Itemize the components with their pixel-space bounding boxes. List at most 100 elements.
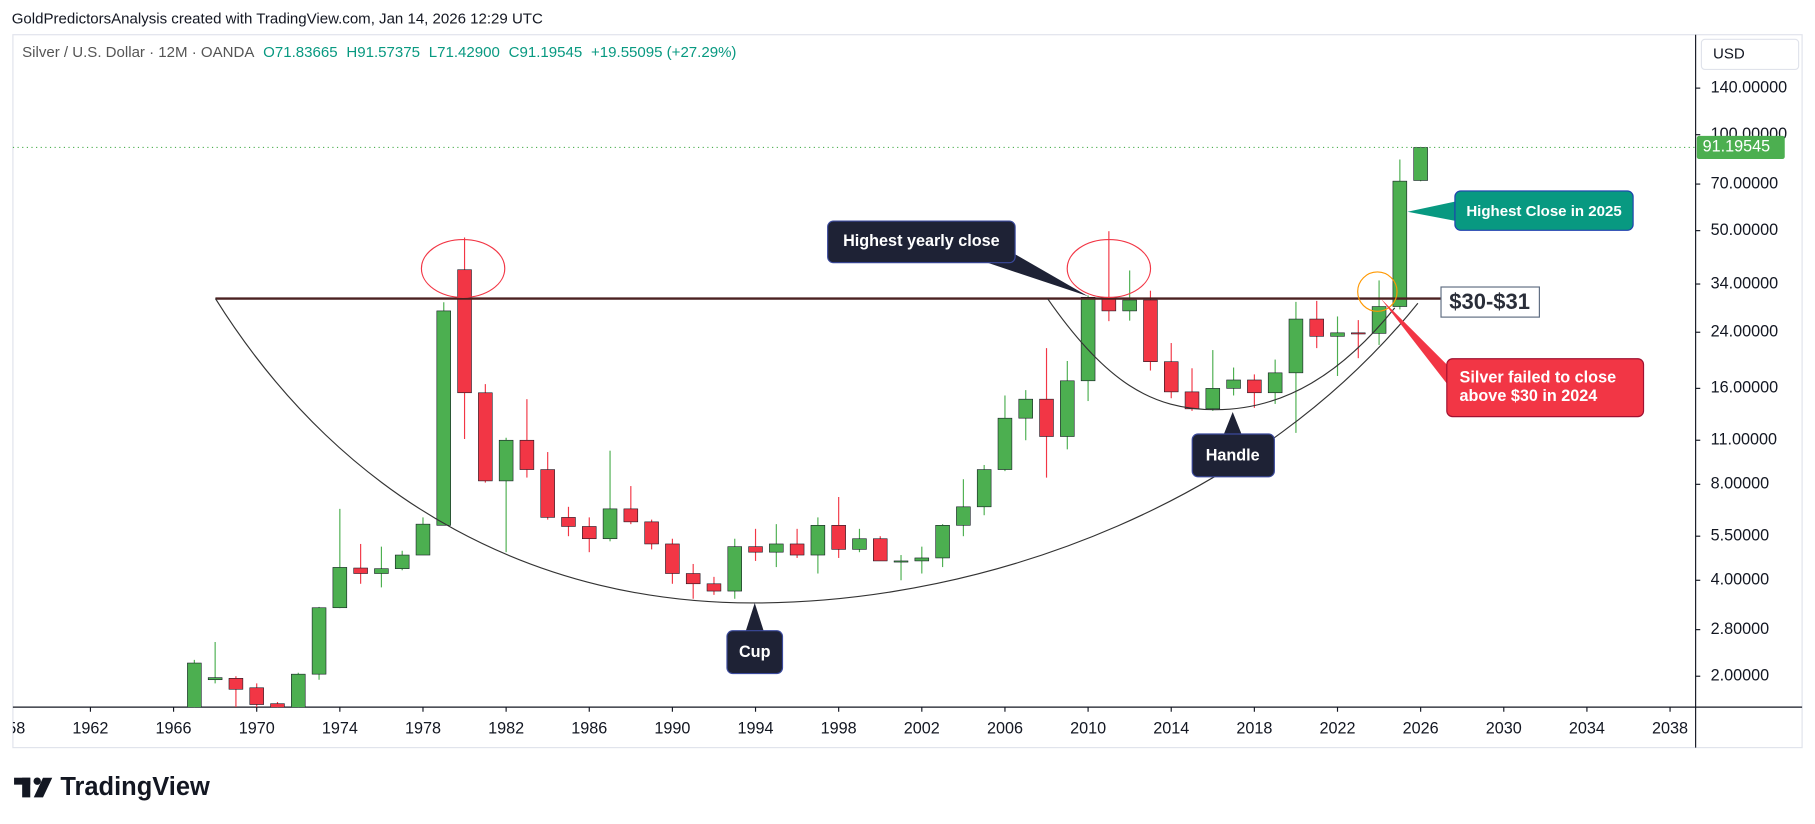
legend-low: L71.42900 (429, 44, 500, 61)
candle-body (831, 525, 846, 550)
candle-body (1060, 380, 1075, 437)
x-tick-label: 2030 (1486, 719, 1522, 737)
candle-body (706, 583, 722, 592)
candle-body (1018, 398, 1033, 419)
candle-body (997, 417, 1013, 470)
candle-body (769, 543, 784, 553)
x-tick-label: 2002 (904, 719, 940, 737)
candle-body (976, 469, 992, 508)
candle-body (1122, 299, 1137, 312)
callout-pointer (1407, 201, 1457, 222)
candle-body (436, 310, 452, 526)
candle-body (478, 392, 493, 482)
y-tick-label: 8.00000 (1711, 475, 1770, 493)
candle-body (1351, 332, 1366, 335)
x-tick-label: 2006 (987, 719, 1023, 737)
chart-frame (12, 34, 1803, 749)
candle-body (914, 557, 930, 562)
candle-body (1080, 296, 1096, 382)
x-tick-label: 1962 (72, 719, 108, 737)
callout-text: Cup (739, 643, 771, 661)
candle-body (685, 573, 701, 585)
candle-body (1226, 379, 1241, 389)
candle-body (935, 525, 950, 559)
brand-logo (14, 777, 53, 798)
y-tick-label: 2.00000 (1711, 667, 1770, 685)
x-axis: 1958 1962 1966 1970 1974 1978 1982 1986 1990 1994… (13, 707, 1688, 737)
callout-text: above $30 in 2024 (1460, 387, 1598, 405)
y-tick-label: 140.00000 (1711, 78, 1788, 96)
candle-body (311, 607, 327, 675)
callout-box (726, 630, 784, 675)
callout-box (827, 220, 1016, 264)
x-tick-label: 1994 (738, 719, 774, 737)
candle-body (748, 546, 763, 553)
candle-body (873, 538, 888, 562)
candle-body (519, 439, 535, 470)
x-tick-label: 2034 (1569, 719, 1605, 737)
candle-body (270, 703, 285, 708)
callout-text: Highest yearly close (843, 232, 1000, 250)
candle-body (332, 567, 348, 609)
callouts: Highest yearly close Cup Handle Highest … (726, 190, 1645, 675)
candle-body (353, 567, 368, 574)
candle-body (810, 525, 826, 556)
candle-body (415, 523, 431, 556)
candle-body (498, 439, 514, 482)
x-tick-label: 1974 (322, 719, 358, 737)
peak-ellipse (1066, 238, 1152, 299)
callout-box (1446, 358, 1645, 418)
candle-body (1247, 379, 1262, 394)
candle-body (1143, 299, 1158, 362)
callout-box (1191, 433, 1275, 478)
brand: TradingView (60, 773, 210, 801)
candle-body (789, 543, 805, 556)
candle-body (394, 554, 410, 569)
callout-text: Highest Close in 2025 (1466, 203, 1621, 220)
logo-part (33, 777, 41, 785)
y-tick-label: 50.00000 (1711, 221, 1779, 239)
candle-body (1392, 180, 1408, 307)
x-tick-label: 1970 (239, 719, 275, 737)
candle-body (1039, 398, 1054, 437)
candle-body (291, 673, 306, 708)
y-tick-label: 16.00000 (1711, 379, 1779, 397)
callout-text: Handle (1206, 446, 1260, 464)
callout-pointer (745, 602, 764, 632)
currency-box[interactable] (1700, 38, 1800, 71)
x-tick-label: 2014 (1153, 719, 1189, 737)
x-tick-label: 2018 (1236, 719, 1272, 737)
candle-body (228, 678, 244, 690)
candle-body (956, 506, 971, 526)
attribution: GoldPredictorsAnalysis created with Trad… (12, 11, 543, 28)
legend: Silver / U.S. Dollar · 12M · OANDA O71.8… (22, 44, 736, 61)
currency: USD (1713, 45, 1745, 62)
range-box (1440, 286, 1540, 318)
candle-body (249, 687, 264, 705)
highlight-circle (1357, 271, 1398, 312)
callout-pointer (1223, 412, 1242, 436)
x-tick-label: 2026 (1403, 719, 1439, 737)
x-tick-label: 1990 (654, 719, 690, 737)
legend-open: O71.83665 (263, 44, 337, 61)
legend-close: C91.19545 (509, 44, 583, 61)
candle-body (1309, 318, 1324, 337)
legend-high: H91.57375 (346, 44, 420, 61)
candle-body (187, 662, 202, 708)
candle-body (207, 677, 223, 681)
candle-body (1267, 372, 1283, 394)
candle-body (540, 469, 555, 518)
candle-body (893, 560, 909, 563)
x-tick-label: 2038 (1652, 719, 1688, 737)
candle-body (561, 517, 576, 527)
x-tick-label: 1982 (488, 719, 524, 737)
legend-symbol: Silver / U.S. Dollar · 12M · OANDA (22, 44, 254, 61)
candle-body (1163, 361, 1179, 393)
x-tick-label: 1986 (571, 719, 607, 737)
candle-body (623, 508, 639, 523)
candle-body (1184, 391, 1200, 410)
candle-body (602, 508, 618, 540)
callout-box (1454, 190, 1634, 231)
